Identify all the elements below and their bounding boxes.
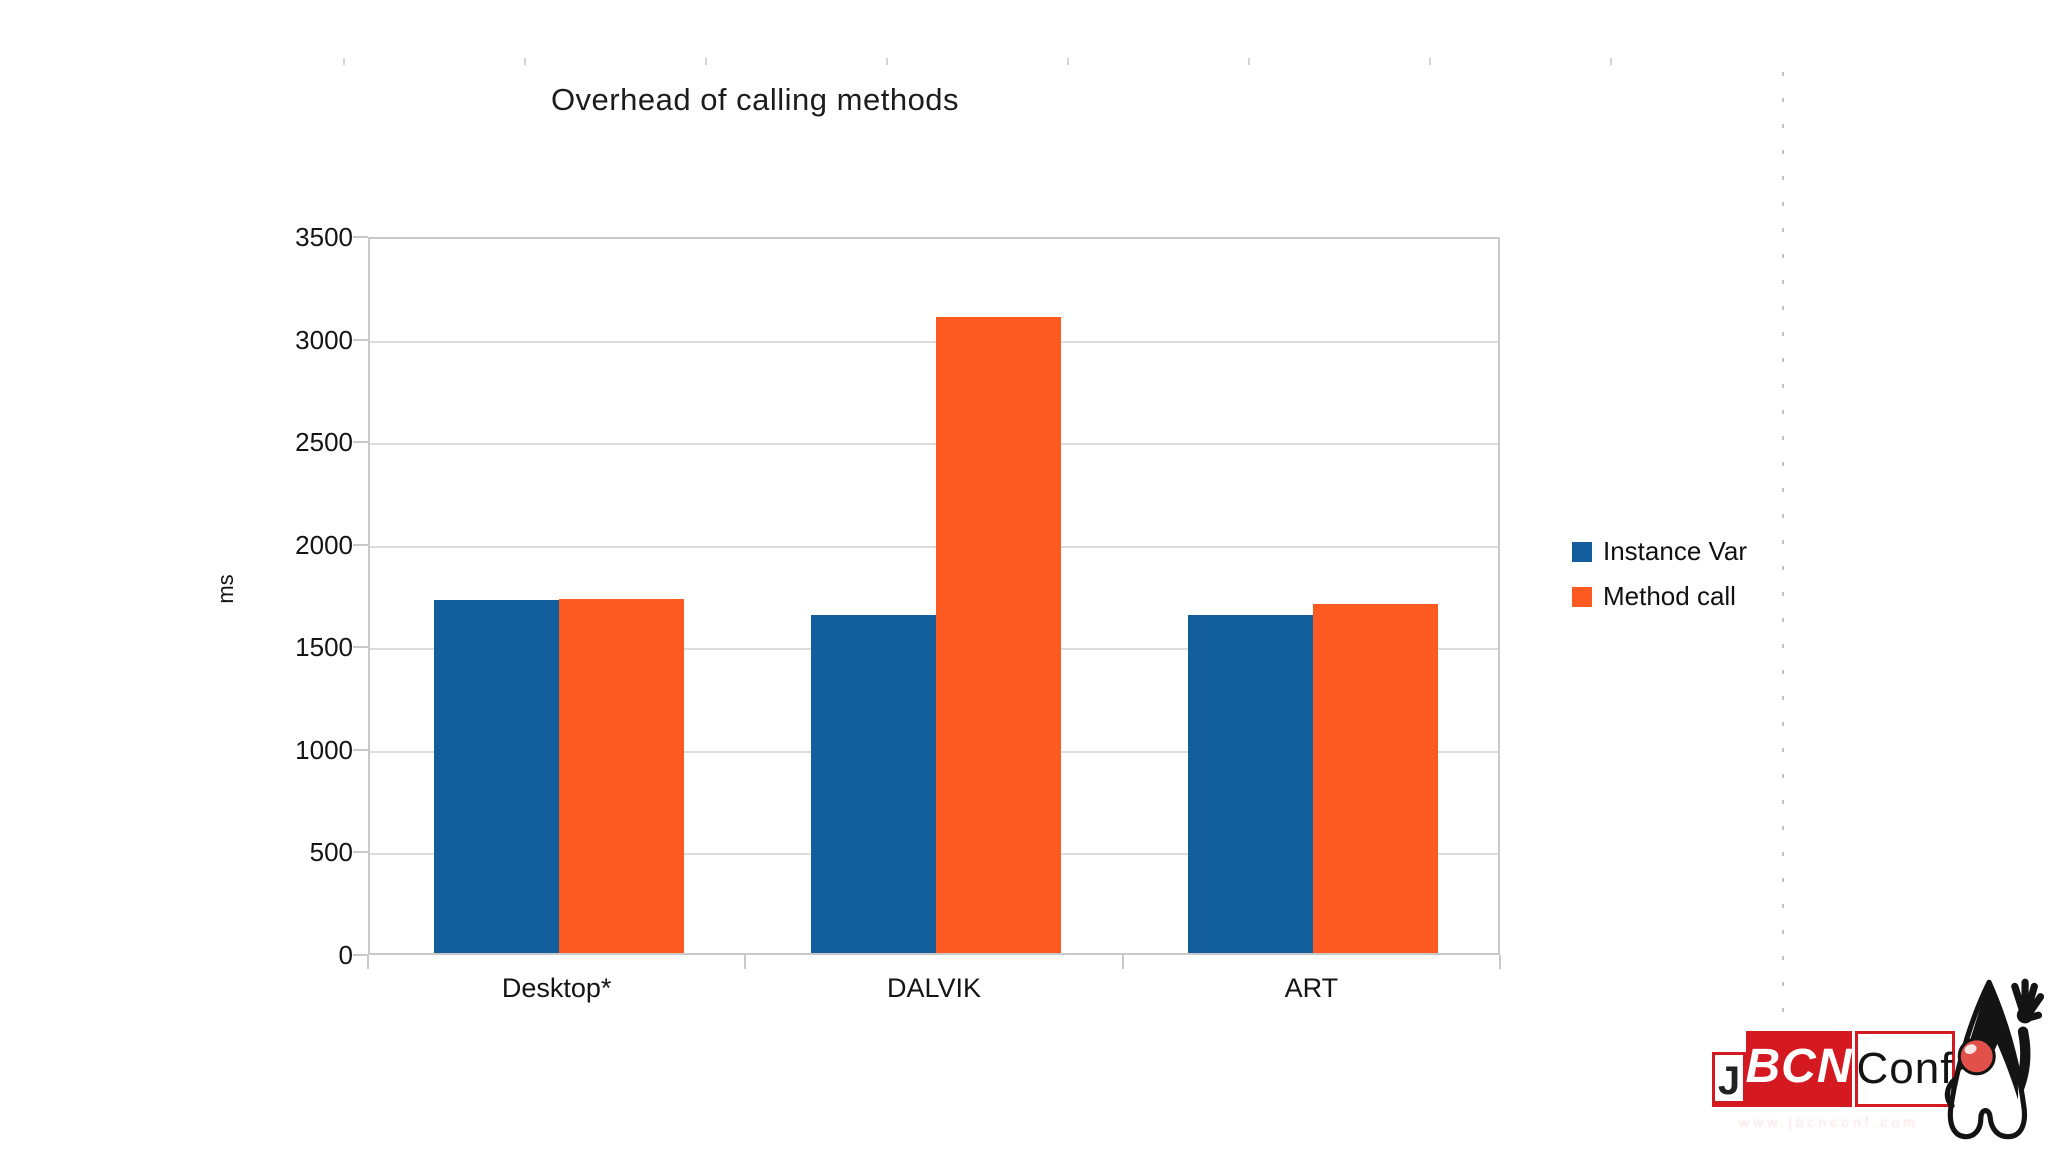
y-tick-mark [353, 338, 368, 341]
x-category-label: Desktop* [501, 973, 612, 1003]
ruler-tick [886, 58, 888, 65]
gridline [370, 545, 1498, 548]
x-tick-mark [367, 955, 369, 969]
ruler-tick [705, 58, 707, 65]
bar-instance-var-dalvik [811, 614, 936, 953]
y-tick-label: 3500 [295, 222, 353, 252]
x-category-label: ART [1284, 973, 1339, 1003]
ruler-tick [1067, 58, 1069, 65]
legend-swatch-instance-var [1572, 541, 1592, 562]
legend: Instance Var Method call [1572, 536, 1747, 626]
y-tick-mark [353, 441, 368, 444]
bar-method-call-desktop [558, 599, 684, 953]
logo-jb-group: J BCN [1712, 1031, 1852, 1107]
y-tick-label: 1500 [295, 632, 353, 663]
y-tick-mark [353, 954, 368, 956]
gridline [370, 443, 1498, 446]
y-tick-mark [353, 748, 368, 751]
slide-boundary-dotted-line [1782, 72, 1784, 1040]
duke-fingers [2011, 978, 2044, 1022]
logo-bcn-box: BCN [1746, 1031, 1852, 1101]
x-tick-mark [1121, 955, 1124, 969]
duke-cape [1960, 980, 2019, 1100]
legend-label: Method call [1603, 581, 1736, 611]
x-tick-mark [1499, 955, 1501, 969]
y-tick-label: 500 [309, 837, 353, 868]
y-tick-mark [353, 646, 368, 649]
bar-instance-var-art [1188, 614, 1314, 953]
x-category-label: DALVIK [886, 973, 982, 1003]
bar-method-call-dalvik [936, 317, 1061, 953]
plot-area [368, 237, 1500, 955]
y-tick-mark [353, 236, 368, 238]
ruler-tick [1610, 58, 1612, 65]
y-axis-label: ms [213, 574, 238, 604]
y-tick-mark [353, 543, 368, 546]
chart-title: Overhead of calling methods [550, 82, 960, 117]
legend-item-instance-var: Instance Var [1572, 536, 1747, 567]
duke-mascot [1944, 978, 2044, 1140]
y-tick-label: 1000 [295, 734, 353, 765]
x-tick-mark [744, 955, 747, 969]
y-tick-label: 2000 [295, 529, 353, 560]
duke-nose [1957, 1037, 1996, 1076]
logo-j-box: J [1712, 1052, 1746, 1101]
legend-label: Instance Var [1603, 536, 1748, 566]
y-tick-mark [353, 851, 368, 854]
legend-item-method-call: Method call [1572, 581, 1747, 612]
bar-method-call-art [1313, 604, 1439, 953]
logo-conf-box: Conf [1855, 1031, 1955, 1107]
duke-left-arm [1944, 1076, 1958, 1109]
bar-instance-var-desktop [433, 600, 559, 953]
jbcnconf-logo: J BCN Conf [1712, 1031, 1955, 1107]
ruler-tick [1429, 58, 1431, 65]
logo-tagline: www.jbcnconf.com [1739, 1114, 1919, 1130]
legend-swatch-method-call [1572, 586, 1592, 607]
y-tick-label: 3000 [295, 324, 353, 355]
ruler-tick [343, 58, 345, 65]
y-tick-label: 0 [338, 940, 353, 970]
ruler-tick [1248, 58, 1250, 65]
y-tick-label: 2500 [295, 427, 353, 458]
ruler-tick [524, 58, 526, 65]
duke-nose-highlight [1964, 1044, 1977, 1054]
gridline [370, 340, 1498, 343]
